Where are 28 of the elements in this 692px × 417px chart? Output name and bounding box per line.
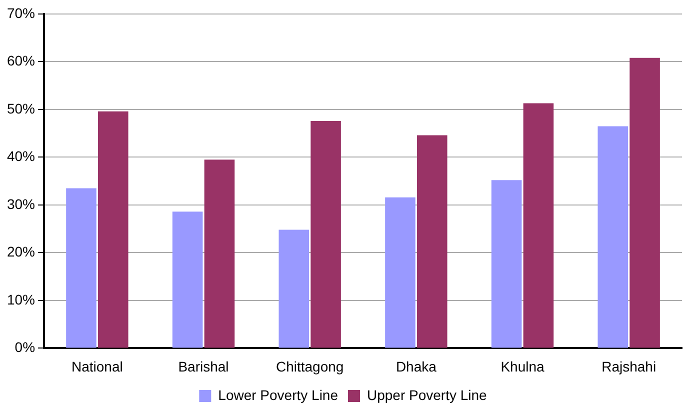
- legend-label: Upper Poverty Line: [367, 386, 488, 403]
- y-tick-label: 10%: [6, 291, 36, 308]
- y-tick-label: 20%: [6, 244, 36, 260]
- bar: [523, 103, 554, 348]
- bar: [491, 180, 522, 348]
- bar: [204, 160, 235, 348]
- x-tick-label: Dhaka: [396, 358, 437, 374]
- x-tick-label: Rajshahi: [602, 358, 656, 374]
- x-tick-label: Barishal: [178, 358, 229, 374]
- bar: [416, 135, 448, 348]
- bar: [278, 230, 310, 348]
- bar: [630, 58, 660, 348]
- bar: [98, 111, 128, 348]
- bar: [310, 120, 341, 348]
- y-tick-label: 30%: [6, 196, 36, 212]
- bar: [598, 126, 628, 348]
- legend-label: Lower Poverty Line: [218, 386, 338, 403]
- y-tick-label: 60%: [6, 52, 36, 69]
- bar: [172, 212, 203, 348]
- y-tick-label: 50%: [6, 100, 36, 116]
- x-tick-label: Khulna: [500, 358, 545, 374]
- y-tick-label: 70%: [6, 4, 36, 21]
- y-tick-label: 0%: [14, 339, 36, 356]
- bar: [385, 197, 416, 348]
- bar: [66, 188, 96, 348]
- x-tick-label: Chittagong: [276, 358, 344, 374]
- x-tick-label: National: [72, 358, 123, 374]
- y-tick-label: 40%: [6, 148, 36, 164]
